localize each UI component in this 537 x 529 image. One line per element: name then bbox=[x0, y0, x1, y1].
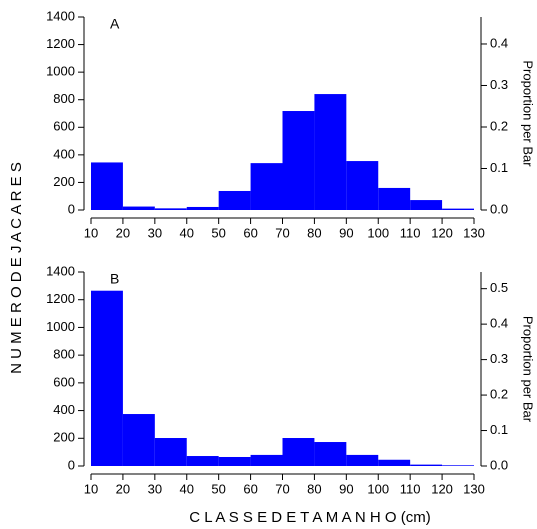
x-tick-label: 50 bbox=[211, 481, 225, 496]
x-tick-label: 130 bbox=[463, 225, 485, 240]
y2-tick-label: 0.5 bbox=[490, 280, 508, 295]
y-tick-label: 1000 bbox=[46, 319, 75, 334]
bar bbox=[91, 162, 123, 210]
y-tick-label: 1200 bbox=[46, 36, 75, 51]
y-tick-label: 400 bbox=[53, 402, 75, 417]
bar bbox=[218, 456, 251, 466]
x-tick-label: 20 bbox=[116, 481, 130, 496]
x-tick-label: 80 bbox=[307, 481, 321, 496]
y-tick-label: 200 bbox=[53, 430, 75, 445]
y-tick-label: 200 bbox=[53, 174, 75, 189]
x-tick-label: 90 bbox=[339, 225, 353, 240]
y2-tick-label: 0.1 bbox=[490, 422, 508, 437]
y2-tick-label: 0.1 bbox=[490, 160, 508, 175]
x-tick-label: 130 bbox=[463, 481, 485, 496]
panel-label: A bbox=[110, 16, 120, 32]
x-tick-label: 50 bbox=[211, 225, 225, 240]
bar bbox=[410, 200, 443, 210]
bar bbox=[250, 163, 283, 210]
bar bbox=[154, 208, 187, 210]
y-tick-label: 400 bbox=[53, 146, 75, 161]
x-tick-label: 40 bbox=[180, 481, 194, 496]
panel-label: B bbox=[110, 271, 119, 287]
bar bbox=[314, 94, 347, 210]
y-tick-label: 1000 bbox=[46, 64, 75, 79]
bar bbox=[186, 456, 219, 466]
bar bbox=[314, 442, 347, 466]
y-tick-label: 800 bbox=[53, 347, 75, 362]
bar bbox=[154, 438, 187, 466]
bar bbox=[346, 454, 379, 466]
x-tick-label: 20 bbox=[116, 225, 130, 240]
x-tick-label: 120 bbox=[431, 225, 453, 240]
y-tick-label: 1400 bbox=[46, 8, 75, 23]
y-tick-label: 1200 bbox=[46, 291, 75, 306]
bar bbox=[442, 465, 474, 466]
y-axis-title: N U M E R O D E J A C A R E S bbox=[8, 162, 25, 374]
bar bbox=[186, 206, 219, 210]
x-tick-label: 80 bbox=[307, 225, 321, 240]
x-tick-label: 30 bbox=[148, 225, 162, 240]
x-tick-label: 70 bbox=[275, 225, 289, 240]
y2-tick-label: 0.3 bbox=[490, 351, 508, 366]
bar bbox=[218, 190, 251, 210]
bar bbox=[122, 206, 155, 210]
y2-tick-label: 0.3 bbox=[490, 77, 508, 92]
x-tick-label: 110 bbox=[400, 225, 421, 240]
y2-tick-label: 0.2 bbox=[490, 118, 508, 133]
y2-tick-label: 0.0 bbox=[490, 457, 508, 472]
y2-tick-label: 0.4 bbox=[490, 35, 508, 50]
bar bbox=[122, 414, 155, 466]
y2-tick-label: 0.2 bbox=[490, 387, 508, 402]
x-tick-label: 40 bbox=[180, 225, 194, 240]
y-tick-label: 0 bbox=[68, 457, 75, 472]
x-tick-label: 60 bbox=[243, 481, 257, 496]
x-tick-label: 90 bbox=[339, 481, 353, 496]
bar bbox=[442, 208, 474, 210]
x-tick-label: 60 bbox=[243, 225, 257, 240]
x-tick-label: 10 bbox=[84, 481, 98, 496]
x-tick-label: 30 bbox=[148, 481, 162, 496]
y2-axis-title: Proportion per Bar bbox=[521, 316, 536, 423]
x-tick-label: 70 bbox=[275, 481, 289, 496]
x-tick-label: 100 bbox=[367, 481, 389, 496]
x-tick-label: 10 bbox=[84, 225, 98, 240]
x-tick-label: 100 bbox=[367, 225, 389, 240]
y-tick-label: 600 bbox=[53, 374, 75, 389]
x-axis-title: C L A S S E D E T A M A N H O (cm) bbox=[189, 509, 430, 526]
bar bbox=[378, 187, 411, 210]
bar bbox=[282, 438, 315, 466]
y-tick-label: 1400 bbox=[46, 263, 75, 278]
bar bbox=[378, 459, 411, 466]
y-tick-label: 800 bbox=[53, 91, 75, 106]
y2-tick-label: 0.4 bbox=[490, 316, 508, 331]
y-tick-label: 0 bbox=[68, 201, 75, 216]
x-tick-label: 110 bbox=[400, 481, 421, 496]
y2-tick-label: 0.0 bbox=[490, 201, 508, 216]
bar bbox=[91, 290, 123, 466]
bar bbox=[410, 464, 443, 466]
bar bbox=[282, 111, 315, 210]
x-tick-label: 120 bbox=[431, 481, 453, 496]
bar bbox=[250, 454, 283, 466]
y2-axis-title: Proportion per Bar bbox=[521, 60, 536, 167]
bar bbox=[346, 161, 379, 210]
y-tick-label: 600 bbox=[53, 119, 75, 134]
